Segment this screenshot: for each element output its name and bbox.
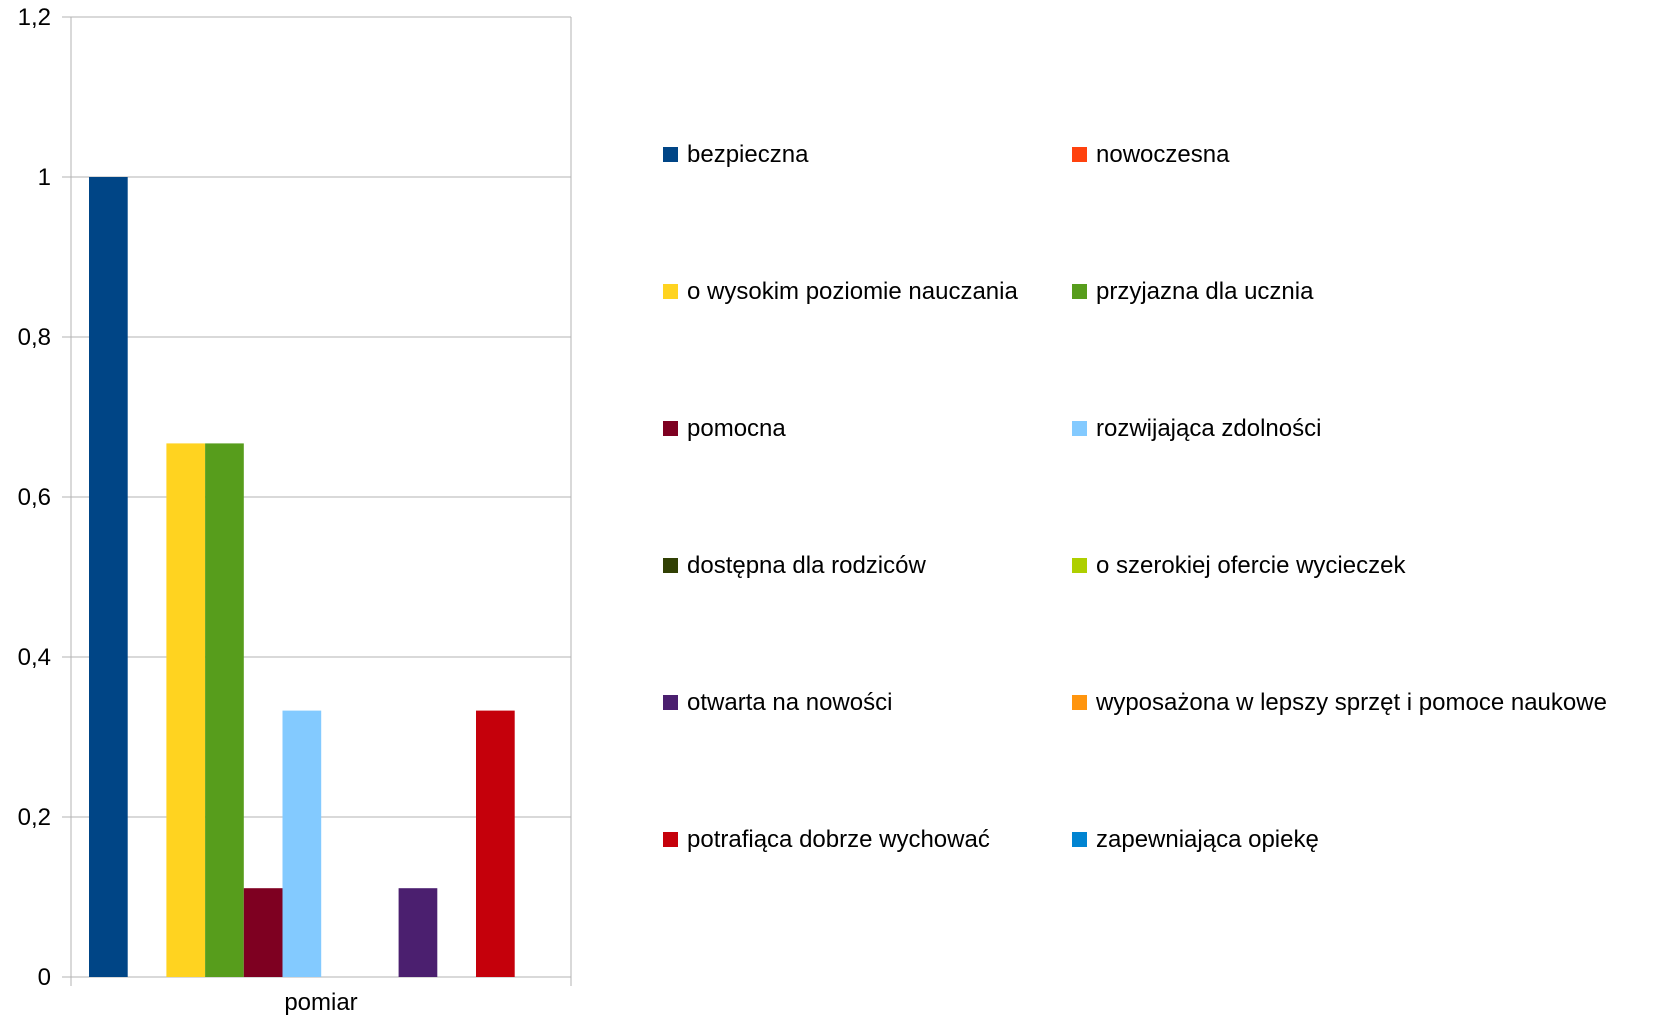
legend-label: o wysokim poziomie nauczania — [687, 278, 1018, 305]
legend-label: nowoczesna — [1096, 141, 1230, 168]
bar-o-wysokim-poziomie-nauczania — [166, 443, 206, 977]
legend-label: wyposażona w lepszy sprzęt i pomoce nauk… — [1095, 689, 1607, 716]
legend-swatch — [663, 832, 678, 847]
legend: bezpieczna nowoczesna o wysokim poziomie n… — [663, 141, 1607, 853]
y-tick-label: 0 — [38, 964, 51, 991]
legend-label: dostępna dla rodziców — [687, 552, 926, 579]
y-tick-labels: 0 0,2 0,4 0,6 0,8 1 1,2 — [18, 4, 51, 991]
legend-swatch — [1072, 558, 1087, 573]
legend-swatch — [663, 695, 678, 710]
grid-lines — [71, 16, 571, 978]
legend-label: przyjazna dla ucznia — [1096, 278, 1314, 305]
y-tick-label: 1,2 — [18, 4, 51, 31]
bar-potrafiaca-dobrze-wychowac — [476, 710, 515, 977]
legend-item-potrafiaca-dobrze-wychowac: potrafiąca dobrze wychować — [663, 826, 990, 853]
legend-swatch — [1072, 421, 1087, 436]
bar-otwarta-na-nowosci — [398, 888, 438, 977]
y-tick-label: 0,8 — [18, 324, 51, 351]
legend-item-pomocna: pomocna — [663, 415, 786, 442]
legend-item-o-wysokim-poziomie-nauczania: o wysokim poziomie nauczania — [663, 278, 1018, 305]
legend-item-otwarta-na-nowosci: otwarta na nowości — [663, 689, 892, 716]
legend-swatch — [1072, 695, 1087, 710]
y-tick-label: 0,2 — [18, 804, 51, 831]
legend-label: pomocna — [687, 415, 786, 442]
bar-rozwijajaca-zdolnosci — [282, 710, 322, 977]
legend-label: rozwijająca zdolności — [1096, 415, 1321, 442]
legend-item-rozwijajaca-zdolnosci: rozwijająca zdolności — [1072, 415, 1321, 442]
legend-label: o szerokiej ofercie wycieczek — [1096, 552, 1406, 579]
y-tick-label: 0,4 — [18, 644, 51, 671]
bar-pomocna — [243, 888, 283, 977]
x-tick-labels: pomiar — [284, 989, 357, 1016]
bars — [89, 177, 515, 977]
legend-swatch — [1072, 147, 1087, 162]
legend-item-bezpieczna: bezpieczna — [663, 141, 809, 168]
legend-item-wyposazona-w-lepszy-sprzet-i-pomoce-naukowe: wyposażona w lepszy sprzęt i pomoce nauk… — [1072, 689, 1607, 716]
legend-item-nowoczesna: nowoczesna — [1072, 141, 1230, 168]
legend-swatch — [1072, 284, 1087, 299]
legend-item-przyjazna-dla-ucznia: przyjazna dla ucznia — [1072, 278, 1314, 305]
y-tick-label: 0,6 — [18, 484, 51, 511]
y-tick-label: 1 — [38, 164, 51, 191]
legend-label: zapewniająca opiekę — [1096, 826, 1319, 853]
x-tick-label: pomiar — [284, 989, 357, 1016]
legend-label: otwarta na nowości — [687, 689, 892, 716]
legend-item-dostepna-dla-rodzicow: dostępna dla rodziców — [663, 552, 926, 579]
bar-bezpieczna — [89, 177, 128, 977]
legend-label: potrafiąca dobrze wychować — [687, 826, 990, 853]
bar-przyjazna-dla-ucznia — [205, 443, 244, 977]
legend-swatch — [663, 421, 678, 436]
legend-label: bezpieczna — [687, 141, 809, 168]
legend-item-o-szerokiej-ofercie-wycieczek: o szerokiej ofercie wycieczek — [1072, 552, 1406, 579]
legend-swatch — [663, 147, 678, 162]
legend-swatch — [663, 558, 678, 573]
legend-swatch — [663, 284, 678, 299]
legend-swatch — [1072, 832, 1087, 847]
legend-item-zapewniajaca-opieke: zapewniająca opiekę — [1072, 826, 1319, 853]
